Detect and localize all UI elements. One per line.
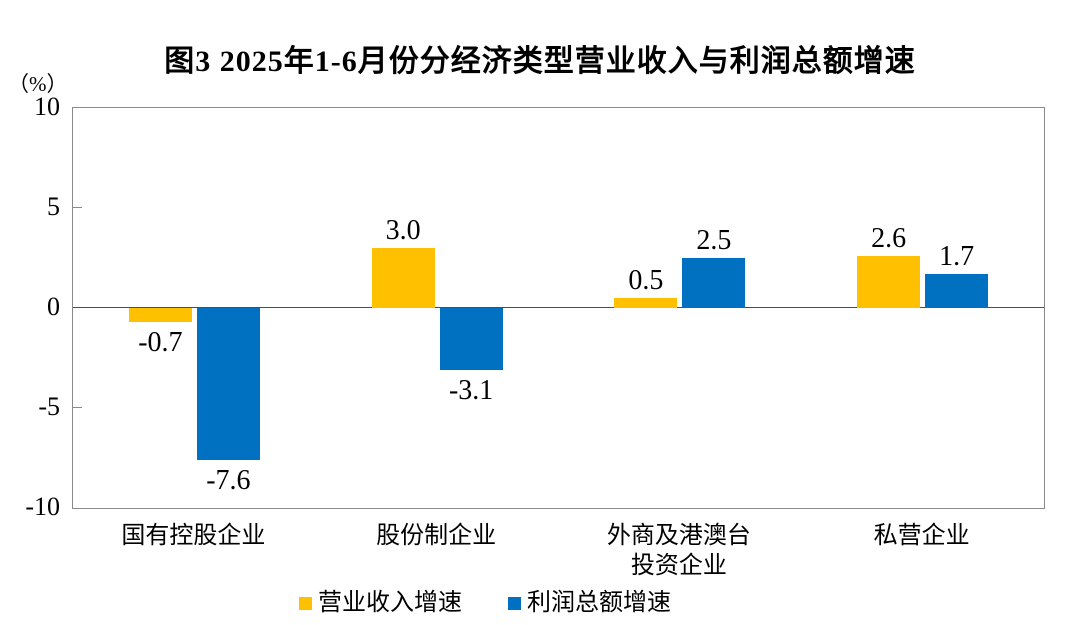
x-axis-category-label: 国有控股企业 <box>121 523 266 549</box>
x-axis-category-label: 股份制企业 <box>376 523 497 549</box>
profit-bar <box>439 308 503 370</box>
revenue-value-label: 3.0 <box>385 215 421 246</box>
y-axis-tick-label: 10 <box>34 92 60 121</box>
y-axis-tick-mark <box>73 407 82 408</box>
legend-swatch-profit <box>508 596 521 610</box>
y-axis-tick-label: -10 <box>25 492 60 521</box>
x-axis-category-label: 外商及港澳台 投资企业 <box>606 523 751 579</box>
profit-bar <box>682 258 746 308</box>
x-axis-category-label: 私营企业 <box>873 523 970 549</box>
profit-value-label: 2.5 <box>696 225 732 256</box>
legend-item-revenue: 营业收入增速 <box>299 591 462 615</box>
chart-title: 图3 2025年1-6月份分经济类型营业收入与利润总额增速 <box>164 45 916 78</box>
legend-swatch-revenue <box>299 596 312 610</box>
revenue-value-label: 0.5 <box>628 265 664 296</box>
revenue-value-label: -0.7 <box>138 327 183 358</box>
y-axis-tick-label: -5 <box>38 392 60 421</box>
revenue-bar <box>857 256 921 308</box>
y-axis-tick-label: 5 <box>47 192 60 221</box>
profit-bar <box>196 308 260 460</box>
profit-bar <box>925 274 989 308</box>
profit-value-label: 1.7 <box>939 241 975 272</box>
chart-legend: 营业收入增速 利润总额增速 <box>0 591 1025 615</box>
legend-label-profit: 利润总额增速 <box>527 590 671 616</box>
revenue-bar <box>371 248 435 308</box>
profit-value-label: -7.6 <box>206 465 251 496</box>
y-axis-tick-mark <box>73 207 82 208</box>
revenue-bar <box>128 308 192 322</box>
y-axis-tick-label: 0 <box>47 292 60 321</box>
plot-area: -0.7 3.0 0.5 2.6 -7.6 -3.1 2.5 1.7 <box>72 107 1045 509</box>
profit-value-label: -3.1 <box>448 375 494 406</box>
revenue-bar <box>614 298 678 308</box>
zero-baseline <box>73 307 1044 308</box>
legend-item-profit: 利润总额增速 <box>508 591 671 615</box>
legend-label-revenue: 营业收入增速 <box>318 590 462 616</box>
y-axis-unit-label: （%） <box>8 72 68 96</box>
revenue-value-label: 2.6 <box>871 223 907 254</box>
